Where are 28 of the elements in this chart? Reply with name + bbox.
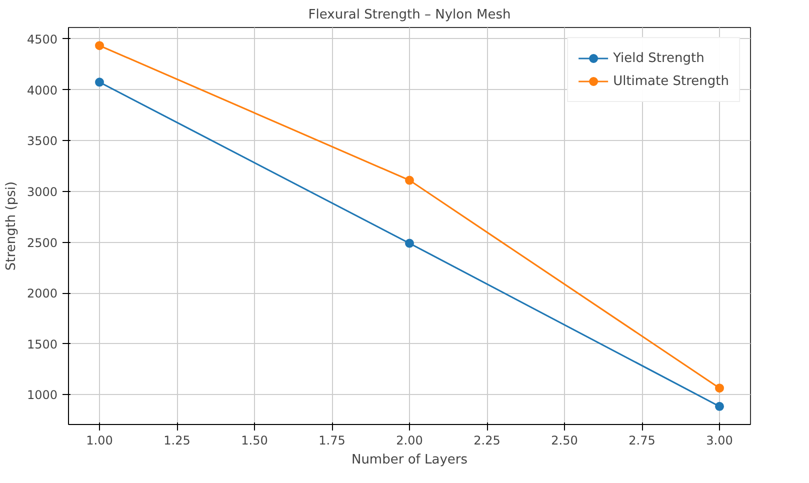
x-tick-label: 1.50	[241, 434, 268, 448]
x-tick-label: 1.00	[86, 434, 113, 448]
y-tick-label: 4000	[26, 83, 58, 98]
legend-label: Yield Strength	[613, 50, 704, 66]
y-tick-label: 1000	[26, 388, 58, 402]
point	[715, 384, 724, 393]
point	[95, 41, 104, 50]
y-tick-label: 2500	[26, 236, 58, 250]
y-tick-label: 3500	[26, 134, 58, 148]
y-tick-label: 3000	[26, 184, 58, 199]
x-tick-label: 3.00	[706, 434, 733, 448]
x-tick-label: 2.75	[628, 434, 656, 448]
point	[95, 78, 104, 87]
chart-title: Flexural Strength – Nylon Mesh	[308, 8, 511, 22]
x-tick-label: 1.25	[164, 434, 190, 448]
y-tick-label: 4500	[26, 32, 58, 46]
x-tick-label: 2.50	[551, 434, 578, 448]
point	[405, 176, 414, 185]
x-tick-label: 2.00	[396, 434, 423, 448]
point	[715, 402, 724, 411]
legend-label: Ultimate Strength	[613, 74, 729, 88]
y-tick-label: 2000	[26, 286, 58, 301]
x-tick-label: 1.75	[318, 434, 346, 448]
y-tick-label: 1500	[26, 337, 58, 352]
x-tick-label: 2.25	[474, 434, 500, 448]
y-axis-title: Strength (psi)	[4, 181, 19, 271]
point	[405, 238, 414, 248]
x-axis-title: Number of Layers	[351, 452, 468, 468]
